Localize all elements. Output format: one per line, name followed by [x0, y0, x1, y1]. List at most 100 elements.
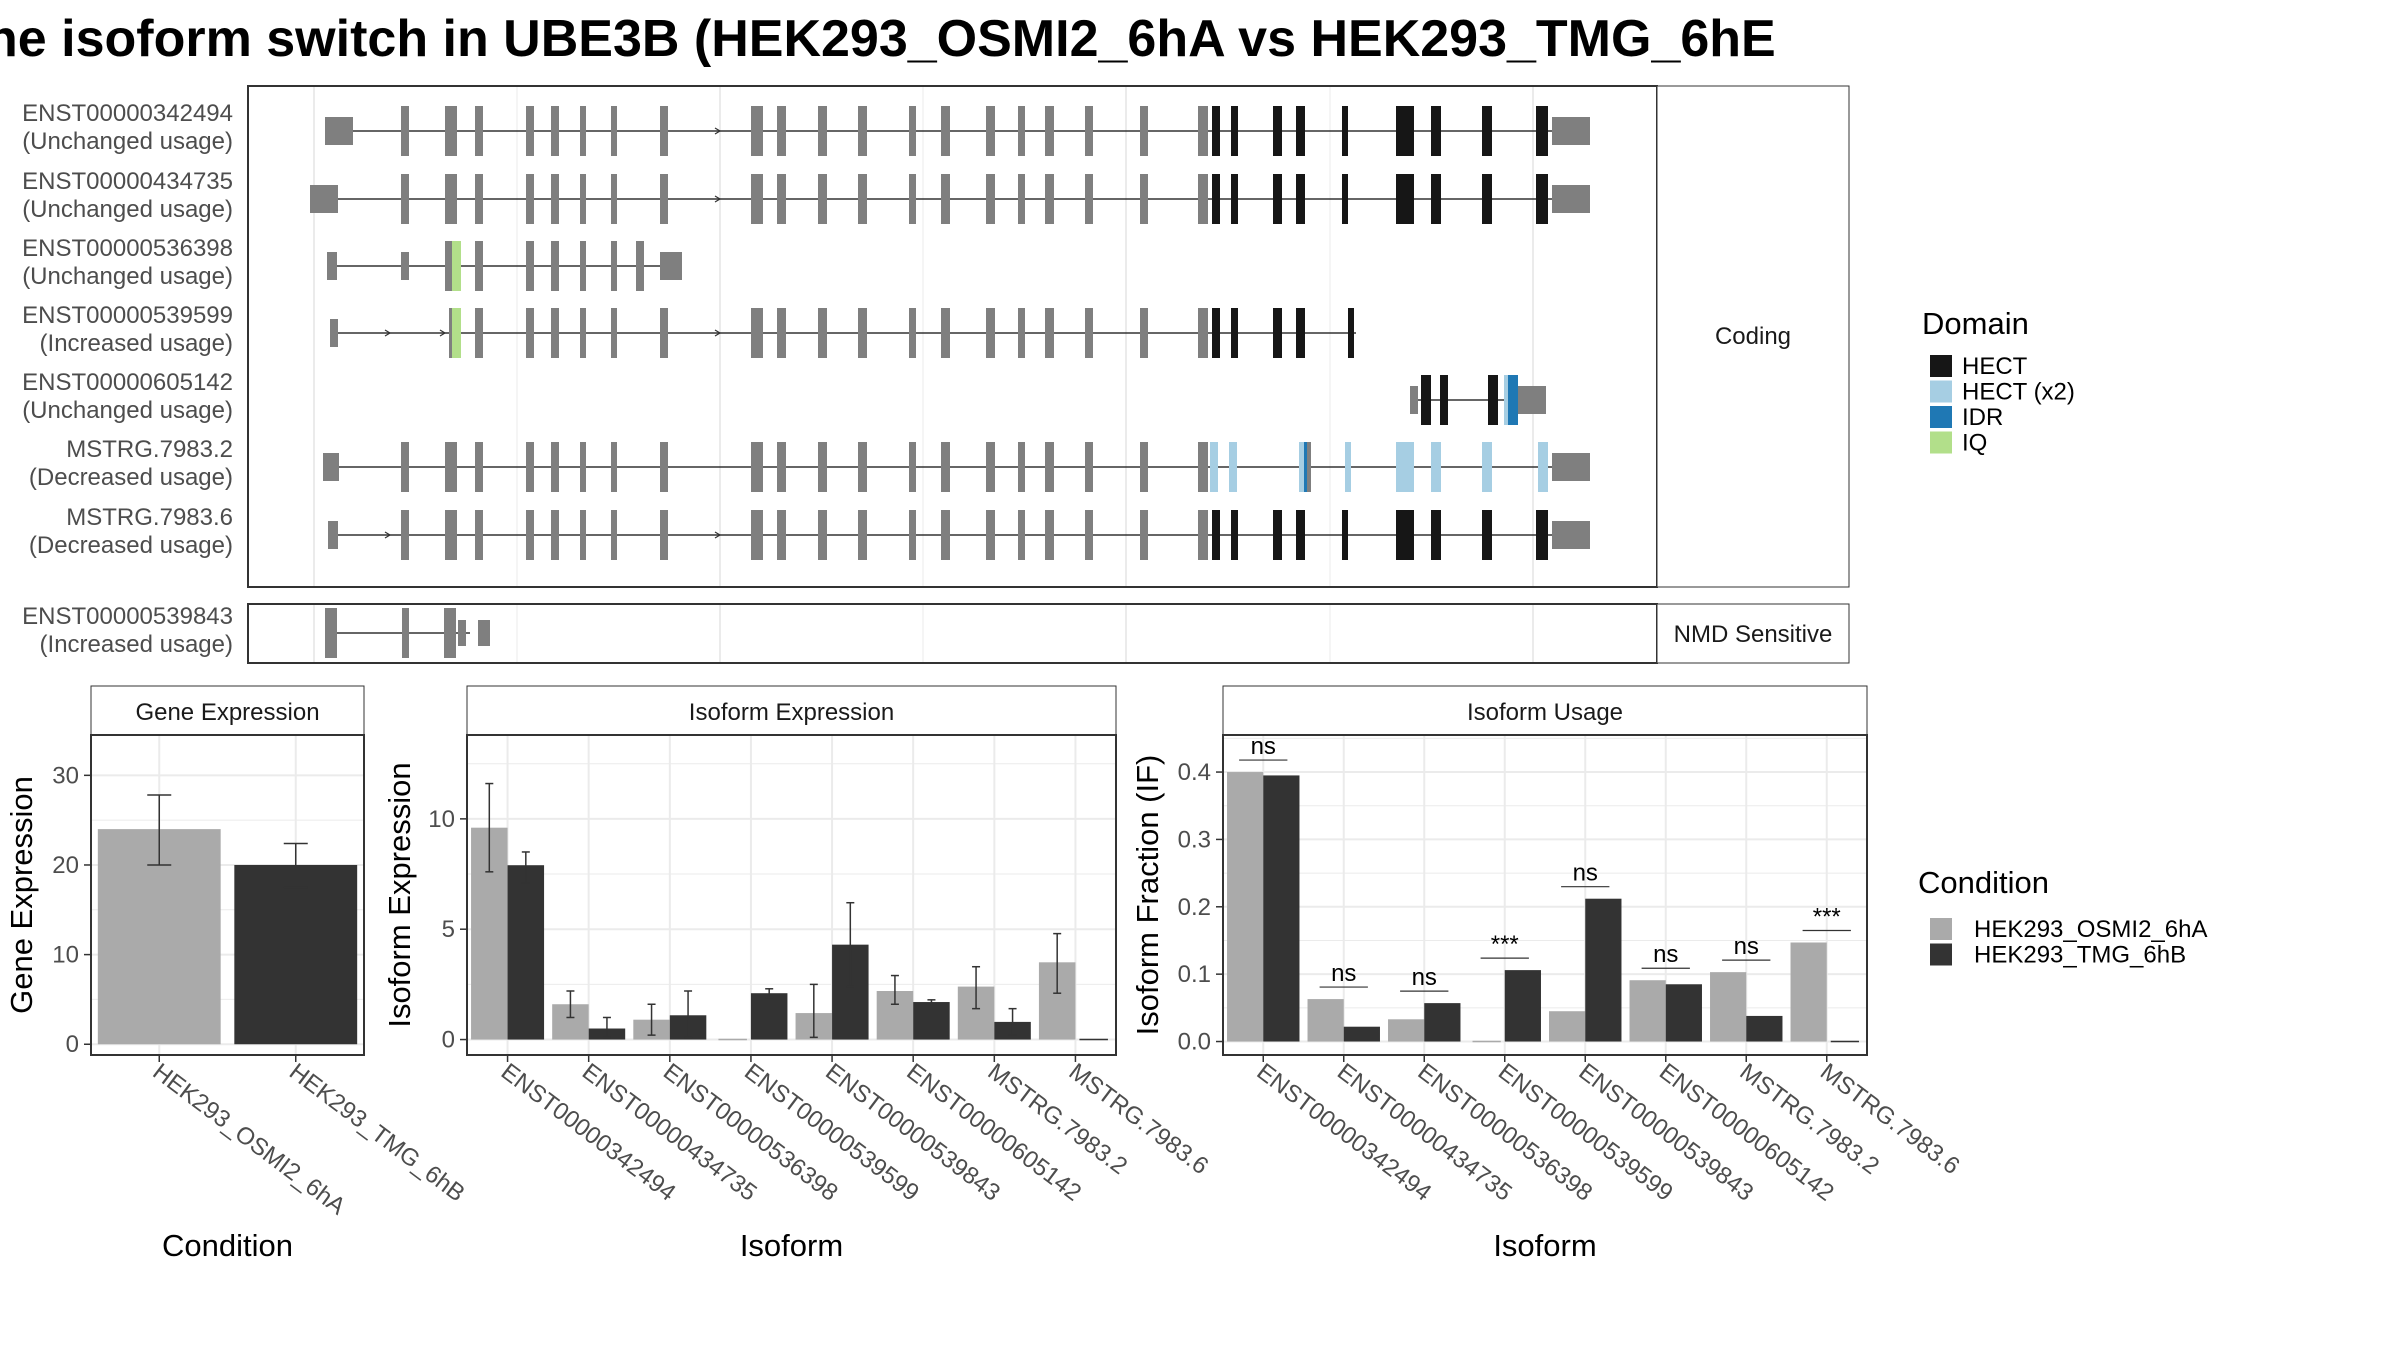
- exon: [751, 308, 763, 358]
- domain-exon: [1212, 174, 1220, 224]
- nmd-strip: [1656, 603, 1850, 664]
- bar: [1227, 772, 1264, 1042]
- domain-exon: [452, 241, 461, 291]
- bar: [1549, 1011, 1586, 1042]
- exon: [1198, 442, 1208, 492]
- bar: [913, 1002, 950, 1040]
- utr-exon: [401, 185, 409, 213]
- transcript-id-label: ENST00000605142: [22, 369, 233, 396]
- exon: [986, 308, 995, 358]
- direction-arrow: [384, 329, 392, 337]
- utr-exon: [1518, 386, 1546, 414]
- domain-exon: [1231, 106, 1238, 156]
- domain-exon: [452, 308, 461, 358]
- utr-exon: [478, 620, 490, 646]
- transcript-usage-label: (Decreased usage): [29, 532, 233, 559]
- exon: [1305, 442, 1311, 492]
- domain-exon: [1482, 442, 1492, 492]
- utr-exon: [330, 319, 338, 347]
- facet-strip-label: Isoform Expression: [689, 699, 894, 726]
- exon: [475, 174, 483, 224]
- exon: [1198, 106, 1208, 156]
- significance-label: ns: [1412, 964, 1437, 991]
- x-axis-title: Isoform: [1493, 1228, 1596, 1263]
- transcript-track: [325, 608, 490, 658]
- utr-exon: [1552, 453, 1590, 481]
- exon: [611, 510, 617, 560]
- utr-exon: [660, 252, 682, 280]
- transcript-usage-label: (Unchanged usage): [22, 397, 233, 424]
- domain-exon: [1273, 308, 1282, 358]
- bar: [1710, 972, 1747, 1042]
- exon: [777, 174, 786, 224]
- bar: [1504, 970, 1541, 1042]
- exon: [611, 442, 617, 492]
- utr-exon: [401, 521, 409, 549]
- transcript-id-label: MSTRG.7983.2: [66, 436, 233, 463]
- coding-strip-label: Coding: [1715, 323, 1791, 350]
- exon: [1085, 174, 1093, 224]
- exon: [526, 308, 534, 358]
- utr-exon: [401, 117, 409, 145]
- y-tick-label: 0.4: [1178, 759, 1211, 786]
- utr-exon: [446, 117, 452, 145]
- utr-exon: [323, 453, 339, 481]
- exon: [777, 510, 786, 560]
- y-tick-label: 20: [52, 852, 79, 879]
- legend-key: [1930, 918, 1952, 940]
- transcript-track: [330, 308, 1356, 358]
- exon: [858, 174, 867, 224]
- exon: [909, 510, 916, 560]
- x-axis-title: Isoform: [740, 1228, 843, 1263]
- utr-exon: [401, 252, 409, 280]
- transcript-id-label: ENST00000434735: [22, 168, 233, 195]
- exon: [611, 308, 617, 358]
- utr-exon: [1552, 521, 1590, 549]
- exon: [1198, 174, 1208, 224]
- exon: [660, 308, 668, 358]
- exon: [818, 106, 827, 156]
- exon: [751, 174, 763, 224]
- exon: [818, 308, 827, 358]
- exon: [777, 308, 786, 358]
- domain-exon: [1342, 106, 1348, 156]
- domain-exon: [1536, 510, 1548, 560]
- domain-exon: [1342, 174, 1348, 224]
- utr-exon: [401, 453, 409, 481]
- legend-label: IDR: [1962, 404, 2003, 431]
- domain-exon: [1296, 174, 1305, 224]
- transcript-structure-panel: ENST00000342494(Unchanged usage)ENST0000…: [22, 85, 1850, 664]
- transcript-track: [328, 510, 1590, 560]
- nmd-panel-grid: [313, 605, 1534, 662]
- domain-exon: [1536, 106, 1548, 156]
- exon: [551, 106, 559, 156]
- domain-exon: [1345, 442, 1351, 492]
- exon: [1140, 174, 1148, 224]
- exon: [1085, 442, 1093, 492]
- domain-exon: [1488, 375, 1498, 425]
- domain-exon: [1348, 308, 1354, 358]
- transcript-id-label: ENST00000539599: [22, 302, 233, 329]
- exon: [580, 174, 586, 224]
- domain-exon: [1536, 174, 1548, 224]
- bar: [1746, 1015, 1783, 1042]
- utr-exon: [327, 252, 337, 280]
- exon: [551, 308, 559, 358]
- domain-exon: [1440, 375, 1448, 425]
- bar: [1343, 1026, 1380, 1042]
- exon: [1085, 106, 1093, 156]
- exon: [1140, 308, 1148, 358]
- exon: [580, 510, 586, 560]
- panel-border: [466, 734, 1117, 1056]
- transcript-usage-label: (Increased usage): [40, 631, 233, 658]
- transcript-usage-label: (Decreased usage): [29, 464, 233, 491]
- utr-exon: [1552, 185, 1590, 213]
- exon: [1085, 510, 1093, 560]
- domain-exon: [1396, 106, 1414, 156]
- direction-arrow: [384, 531, 392, 539]
- domain-exon: [1508, 375, 1518, 425]
